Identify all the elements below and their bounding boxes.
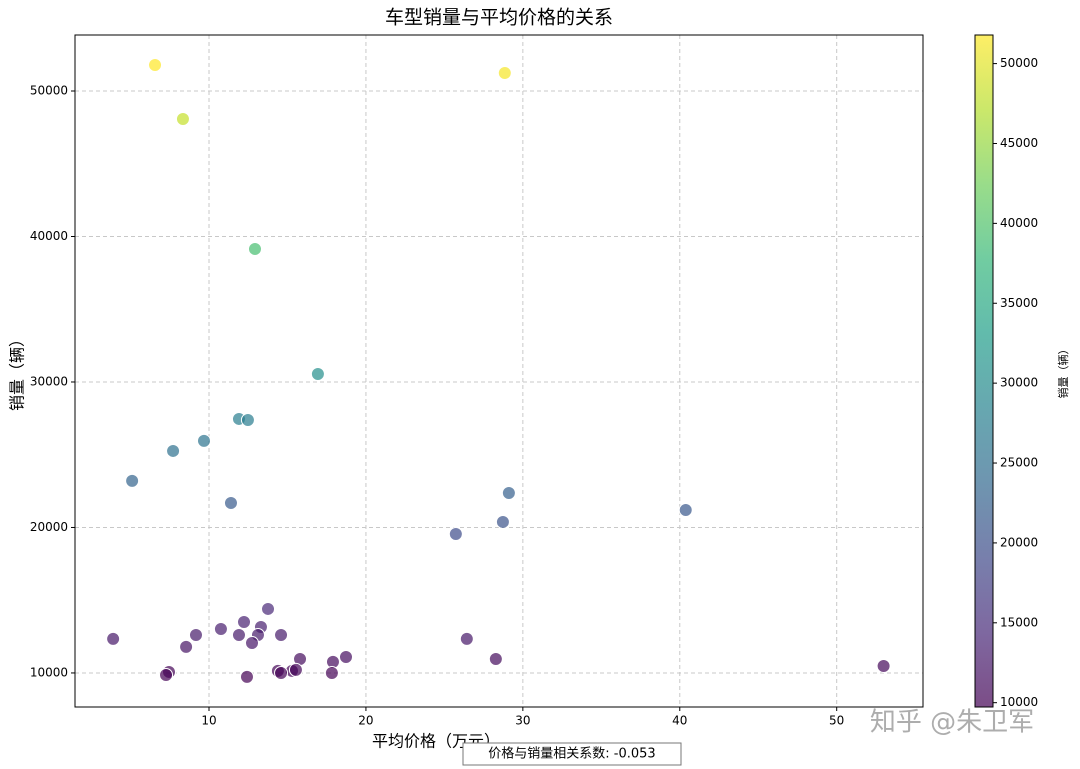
point bbox=[188, 627, 203, 642]
x-tick-label: 50 bbox=[829, 714, 844, 728]
point bbox=[288, 662, 303, 677]
y-tick-label: 40000 bbox=[30, 229, 68, 243]
point bbox=[274, 627, 289, 642]
point bbox=[223, 496, 238, 511]
point bbox=[245, 635, 260, 650]
watermark: 知乎 @朱卫军 bbox=[870, 708, 1034, 738]
point bbox=[261, 601, 276, 616]
point bbox=[125, 473, 140, 488]
point bbox=[497, 65, 512, 80]
annotation-box bbox=[462, 742, 682, 766]
colorbar bbox=[974, 34, 994, 708]
point bbox=[247, 242, 262, 257]
point bbox=[159, 667, 174, 682]
point bbox=[339, 649, 354, 664]
point bbox=[148, 57, 163, 72]
point bbox=[166, 443, 181, 458]
colorbar-tick-label: 45000 bbox=[1000, 136, 1038, 150]
point bbox=[179, 639, 194, 654]
point bbox=[678, 503, 693, 518]
point bbox=[239, 669, 254, 684]
colorbar-tick-label: 50000 bbox=[1000, 56, 1038, 70]
x-tick-label: 20 bbox=[358, 714, 373, 728]
colorbar-label: 销量（辆） bbox=[1056, 344, 1070, 399]
point bbox=[196, 433, 211, 448]
point bbox=[495, 514, 510, 529]
x-tick-label: 40 bbox=[672, 714, 687, 728]
colorbar-tick-label: 20000 bbox=[1000, 535, 1038, 549]
x-tick-label: 30 bbox=[515, 714, 530, 728]
chart-title: 车型销量与平均价格的关系 bbox=[385, 7, 613, 29]
colorbar-tick-label: 25000 bbox=[1000, 456, 1038, 470]
y-tick-label: 30000 bbox=[30, 374, 68, 388]
point bbox=[175, 111, 190, 126]
colorbar-tick-label: 35000 bbox=[1000, 296, 1038, 310]
y-tick-label: 50000 bbox=[30, 84, 68, 98]
point bbox=[310, 366, 325, 381]
y-tick-label: 10000 bbox=[30, 665, 68, 679]
colorbar-tick-label: 10000 bbox=[1000, 695, 1038, 709]
y-axis-label: 销量（辆） bbox=[8, 331, 27, 411]
plot-frame bbox=[74, 34, 924, 708]
point bbox=[274, 665, 289, 680]
x-tick-label: 10 bbox=[201, 714, 216, 728]
colorbar-tick-label: 40000 bbox=[1000, 216, 1038, 230]
point bbox=[237, 615, 252, 630]
point bbox=[501, 485, 516, 500]
point bbox=[488, 651, 503, 666]
colorbar-tick-label: 15000 bbox=[1000, 615, 1038, 629]
y-tick-label: 20000 bbox=[30, 520, 68, 534]
point bbox=[213, 622, 228, 637]
annotation: 价格与销量相关系数: -0.053 bbox=[488, 746, 655, 762]
point bbox=[240, 412, 255, 427]
point bbox=[448, 527, 463, 542]
point bbox=[459, 631, 474, 646]
point bbox=[324, 665, 339, 680]
point bbox=[106, 631, 121, 646]
point bbox=[876, 658, 891, 673]
point bbox=[231, 627, 246, 642]
colorbar-tick-label: 30000 bbox=[1000, 376, 1038, 390]
